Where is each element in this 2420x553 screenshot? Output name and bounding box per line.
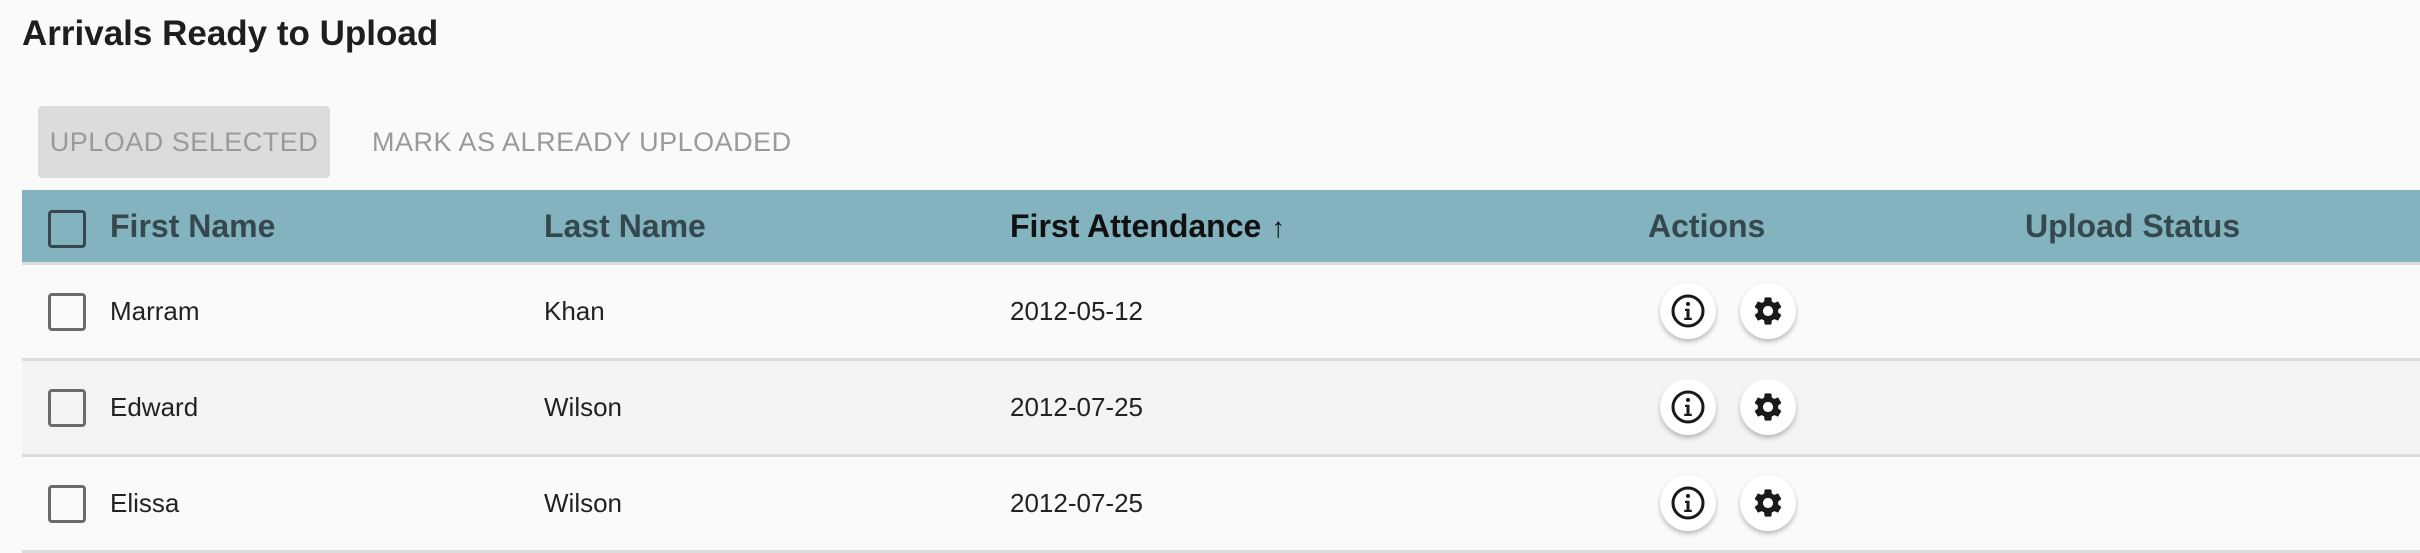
cell-first-name: Elissa <box>110 488 180 518</box>
row-checkbox[interactable] <box>48 485 86 523</box>
gear-icon <box>1751 294 1785 328</box>
cell-first-name: Edward <box>110 392 199 422</box>
header-first-attendance-label: First Attendance <box>1010 208 1262 244</box>
upload-selected-button[interactable]: UPLOAD SELECTED <box>38 106 330 178</box>
settings-button[interactable] <box>1740 283 1796 339</box>
gear-icon <box>1751 486 1785 520</box>
info-icon <box>1670 389 1706 425</box>
cell-last-name: Khan <box>544 296 605 326</box>
cell-first-attendance: 2012-07-25 <box>1010 392 1143 422</box>
table-row[interactable]: Marram Khan 2012-05-12 <box>22 265 2420 361</box>
cell-first-attendance: 2012-05-12 <box>1010 296 1143 326</box>
info-button[interactable] <box>1660 475 1716 531</box>
header-first-name[interactable]: First Name <box>110 208 276 244</box>
header-first-attendance[interactable]: First Attendance ↑ <box>1010 190 1285 264</box>
info-icon <box>1670 485 1706 521</box>
row-checkbox[interactable] <box>48 293 86 331</box>
header-actions: Actions <box>1648 208 1766 244</box>
info-icon <box>1670 293 1706 329</box>
table-header: First Name Last Name First Attendance ↑ A… <box>22 190 2420 265</box>
mark-as-uploaded-button[interactable]: MARK AS ALREADY UPLOADED <box>372 127 792 157</box>
settings-button[interactable] <box>1740 475 1796 531</box>
row-checkbox[interactable] <box>48 389 86 427</box>
select-all-checkbox[interactable] <box>48 210 86 248</box>
cell-first-attendance: 2012-07-25 <box>1010 488 1143 518</box>
header-last-name[interactable]: Last Name <box>544 208 706 244</box>
info-button[interactable] <box>1660 379 1716 435</box>
page-title: Arrivals Ready to Upload <box>22 14 439 53</box>
arrow-up-icon: ↑ <box>1271 212 1286 243</box>
gear-icon <box>1751 390 1785 424</box>
info-button[interactable] <box>1660 283 1716 339</box>
settings-button[interactable] <box>1740 379 1796 435</box>
header-upload-status[interactable]: Upload Status <box>2025 208 2241 244</box>
cell-last-name: Wilson <box>544 488 623 518</box>
cell-first-name: Marram <box>110 296 200 326</box>
table-row[interactable]: Edward Wilson 2012-07-25 <box>22 361 2420 457</box>
table-row[interactable]: Elissa Wilson 2012-07-25 <box>22 457 2420 553</box>
cell-last-name: Wilson <box>544 392 623 422</box>
